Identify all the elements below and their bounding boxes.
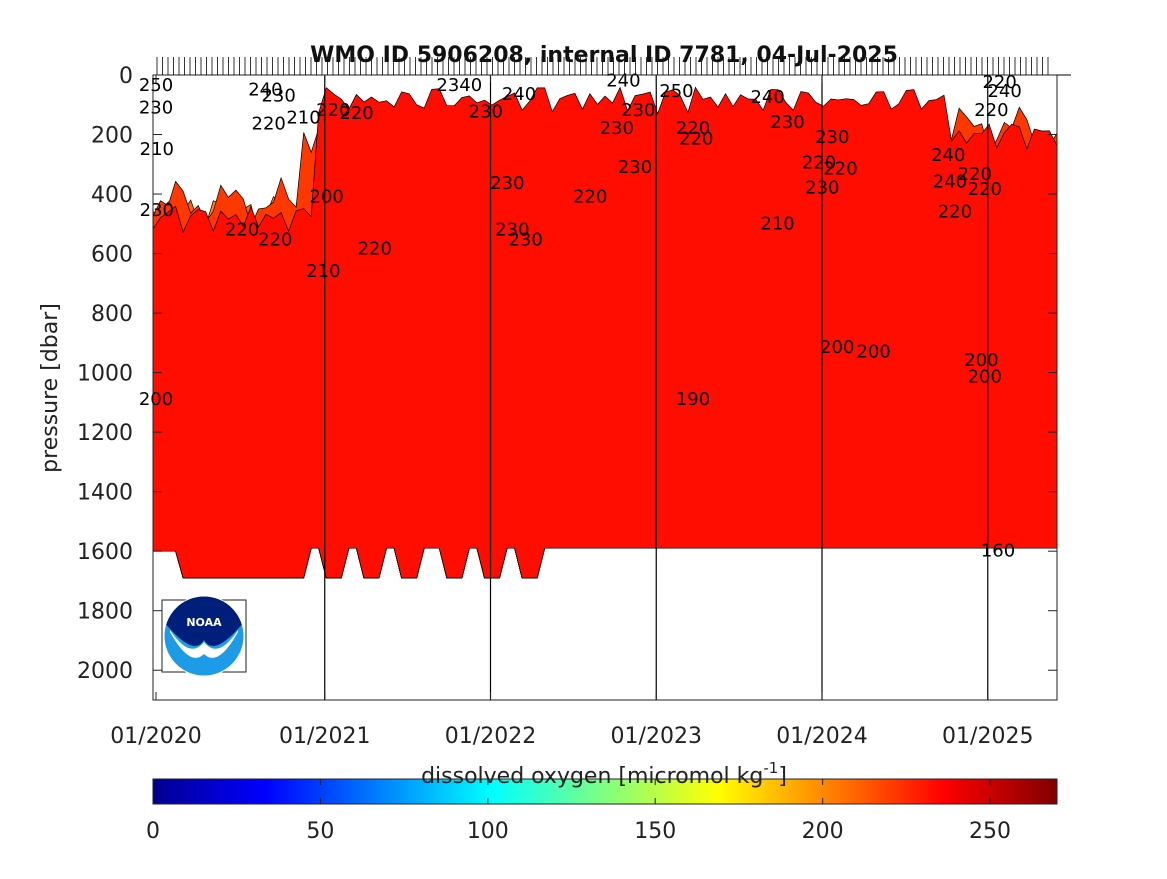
y-tick-label: 200	[91, 124, 133, 149]
y-tick-label: 0	[119, 64, 133, 89]
contour-label: 250	[659, 81, 693, 102]
x-tick-label: 01/2022	[445, 724, 536, 749]
contour-label: 220	[316, 100, 350, 121]
contour-label: 230	[805, 178, 839, 199]
contour-label: 240	[248, 79, 282, 100]
contour-label: 240	[750, 87, 784, 108]
colorbar-tick-label: 150	[634, 819, 676, 844]
x-tick-label: 01/2025	[942, 724, 1033, 749]
x-tick-label: 01/2020	[110, 724, 201, 749]
noaa-logo: NOAA	[161, 595, 247, 677]
contour-label: 220	[679, 129, 713, 150]
contour-label: 230	[600, 118, 634, 139]
contour-label: 230	[815, 127, 849, 148]
contour-label: 230	[621, 100, 655, 121]
contour-label: 230	[618, 157, 652, 178]
contour-label: 230	[508, 230, 542, 251]
y-tick-label: 1200	[77, 421, 133, 446]
contour-label: 210	[306, 261, 340, 282]
oxygen-band	[153, 86, 1057, 579]
contour-label: 220	[225, 219, 259, 240]
y-axis-label: pressure [dbar]	[38, 303, 63, 473]
colorbar-label-main: dissolved oxygen [micromol kg	[421, 764, 763, 789]
contour-label: 230	[495, 219, 529, 240]
contour-label: 2340	[436, 75, 482, 96]
contour-label: 240	[933, 172, 967, 193]
contour-label: 200	[820, 337, 854, 358]
colorbar-tick-label: 100	[467, 819, 509, 844]
oxygen-bands	[153, 86, 1057, 579]
colorbar-label-sup: -1	[763, 759, 778, 777]
contour-label: 210	[760, 213, 794, 234]
contour-label: 230	[140, 200, 174, 221]
contour-label: 240	[931, 145, 965, 166]
contour-label: 220	[823, 158, 857, 179]
contour-label: 220	[968, 179, 1002, 200]
contour-label: 220	[676, 118, 710, 139]
contour-label: 220	[339, 103, 373, 124]
x-tick-label: 01/2021	[279, 724, 370, 749]
y-tick-label: 2000	[77, 659, 133, 684]
y-tick-label: 1400	[77, 481, 133, 506]
colorbar-tick-label: 0	[146, 819, 160, 844]
colorbar-tick-label: 200	[802, 819, 844, 844]
contour-label: 200	[139, 389, 173, 410]
contour-label: 200	[857, 341, 891, 362]
contour-label: 220	[958, 164, 992, 185]
y-tick-label: 400	[91, 183, 133, 208]
contour-label: 240	[987, 81, 1021, 102]
year-lines	[324, 75, 989, 700]
contour-label: 190	[676, 389, 710, 410]
y-tick-label: 1800	[77, 600, 133, 625]
contour-label: 240	[606, 70, 640, 91]
contour-label: 230	[490, 173, 524, 194]
contour-label: 210	[286, 108, 320, 129]
contour-label: 210	[140, 139, 174, 160]
contour-label: 220	[358, 239, 392, 260]
contour-label: 230	[469, 102, 503, 123]
contour-label: 220	[573, 187, 607, 208]
y-tick-label: 600	[91, 243, 133, 268]
y-axis: 0 200 400 600 800 1000 1200 1400 1600 1800 2000	[77, 64, 1071, 684]
contour-label: 220	[974, 100, 1008, 121]
profile-ticks	[156, 57, 1049, 75]
contour-label: 240	[502, 84, 536, 105]
contour-label: 250	[139, 75, 173, 96]
contour-label: 200	[964, 350, 998, 371]
y-tick-label: 1000	[77, 362, 133, 387]
colorbar-label-end: ]	[778, 764, 787, 789]
contour-label: 220	[938, 201, 972, 222]
contour-label: 230	[261, 85, 295, 106]
y-tick-label: 800	[91, 302, 133, 327]
contour-label: 220	[252, 114, 286, 135]
contour-label: 220	[258, 230, 292, 251]
plot-frame	[152, 74, 1058, 701]
x-axis: 01/2020 01/2021 01/2022 01/2023 01/2024 01/20…	[110, 75, 1033, 749]
noaa-logo-text: NOAA	[186, 616, 222, 629]
contour-label: 200	[968, 367, 1002, 388]
colorbar-ticks: 0 50 100 150 200 250	[146, 779, 1011, 844]
x-tick-label: 01/2024	[776, 724, 867, 749]
colorbar-label: dissolved oxygen [micromol kg-1]	[421, 759, 787, 789]
chart-title: WMO ID 5906208, internal ID 7781, 04-Jul…	[310, 43, 898, 68]
colorbar-tick-label: 250	[969, 819, 1011, 844]
contour-label: 230	[770, 112, 804, 133]
contour-label: 200	[310, 187, 344, 208]
contour-label: 220	[802, 152, 836, 173]
contour-label: 220	[982, 72, 1016, 93]
contour-label: 230	[139, 97, 173, 118]
y-tick-label: 1600	[77, 540, 133, 565]
colorbar	[152, 778, 1058, 805]
colorbar-tick-label: 50	[306, 819, 334, 844]
contour-label: 160	[981, 541, 1015, 562]
x-tick-label: 01/2023	[611, 724, 702, 749]
